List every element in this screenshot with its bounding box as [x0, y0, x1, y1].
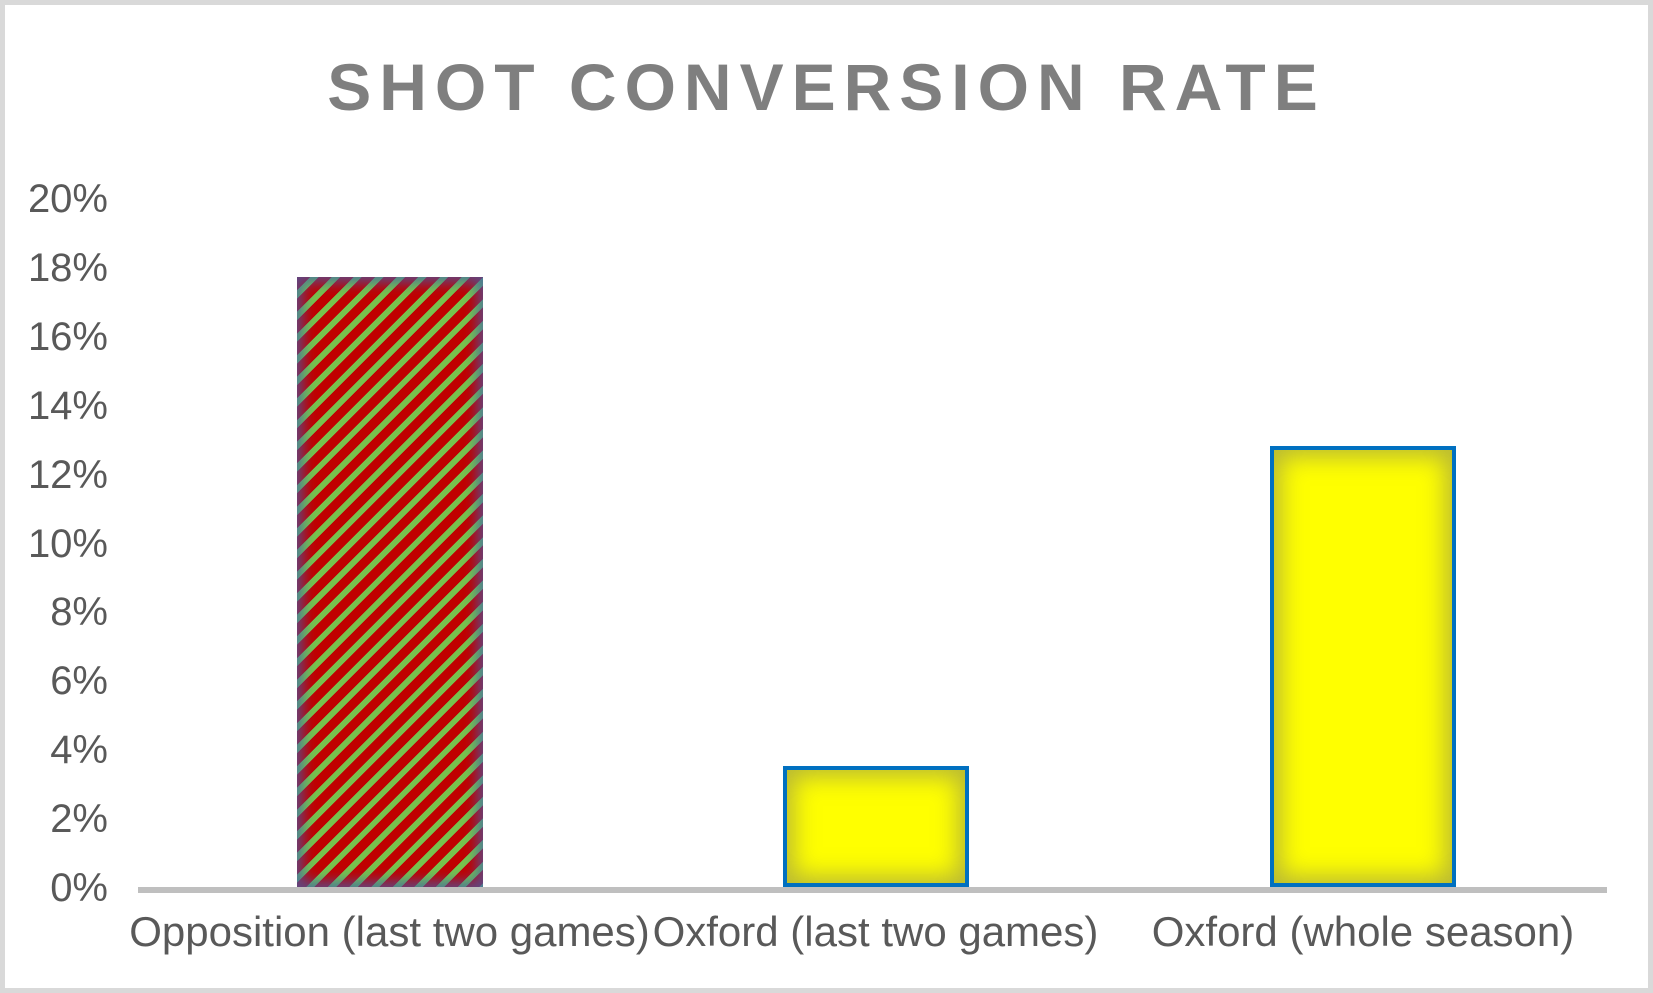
y-tick-label-6: 6%: [50, 659, 108, 704]
y-tick-label-8: 8%: [50, 590, 108, 635]
category-label-oxford-whole-season: Oxford (whole season): [1151, 908, 1575, 955]
y-tick-label-16: 16%: [27, 314, 108, 359]
bar-oxford-last-two-games: [782, 766, 969, 887]
bar-opposition-last-two-games: [296, 277, 483, 887]
category-label-opposition-last-two-games: Opposition (last two games): [129, 908, 650, 955]
y-tick-label-0: 0%: [50, 866, 108, 910]
y-tick-label-10: 10%: [27, 521, 108, 566]
y-tick-label-12: 12%: [27, 452, 108, 497]
y-tick-label-2: 2%: [50, 797, 108, 842]
x-axis-line: [138, 887, 1607, 893]
y-tick-label-20: 20%: [27, 177, 108, 221]
y-tick-label-14: 14%: [27, 383, 108, 428]
y-tick-label-18: 18%: [27, 245, 108, 290]
y-tick-label-4: 4%: [50, 728, 108, 773]
bar-oxford-whole-season: [1270, 446, 1456, 887]
chart-title: SHOT CONVERSION RATE: [327, 50, 1326, 124]
category-label-oxford-last-two-games: Oxford (last two games): [652, 908, 1099, 955]
